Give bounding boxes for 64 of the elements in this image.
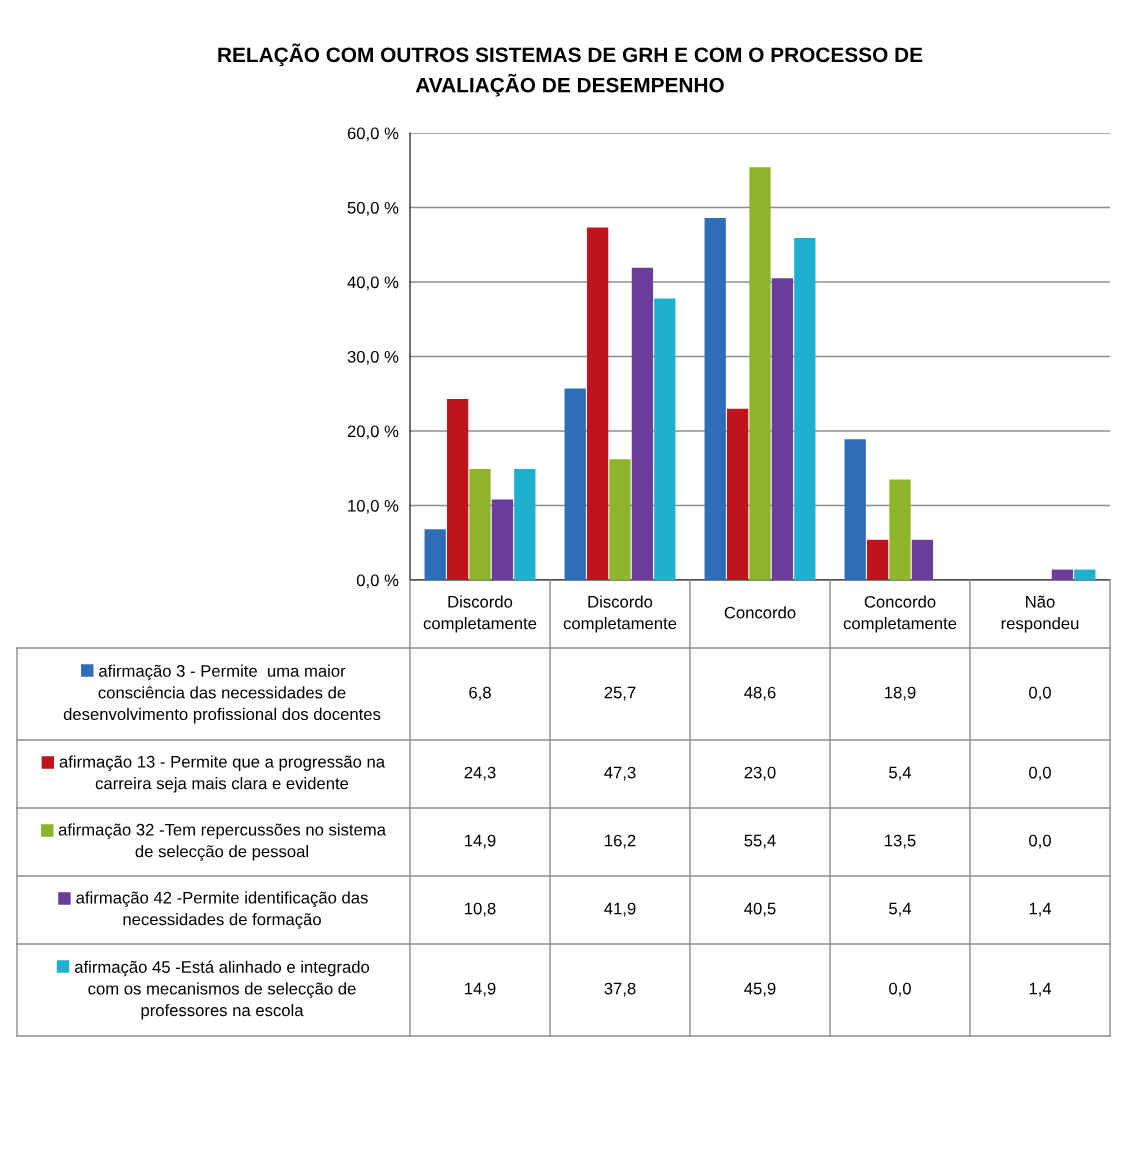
- y-tick-label: 30,0 %: [347, 350, 399, 365]
- legend-label: afirmação 42 -Permite identificação das necessidades de formação: [76, 891, 368, 929]
- data-label: 16,2: [605, 834, 636, 849]
- bar: [704, 217, 726, 580]
- y-tick-label: 60,0 %: [347, 127, 399, 142]
- data-label: 0,0: [1029, 766, 1051, 781]
- bar: [771, 278, 794, 580]
- data-label: 24,3: [464, 766, 496, 781]
- x-tick-label: Concordo completamente: [843, 595, 957, 633]
- bar: [446, 398, 469, 580]
- bar: [844, 439, 866, 580]
- data-label: 37,8: [604, 982, 636, 997]
- data-label: 0,0: [1029, 686, 1051, 701]
- data-label: 5,4: [889, 766, 912, 781]
- bar: [749, 167, 771, 580]
- data-label: 10,8: [465, 902, 496, 917]
- bar: [726, 408, 749, 580]
- bar: [866, 539, 889, 580]
- x-tick-label: Discordo completamente: [423, 595, 537, 633]
- data-label: 1,4: [1029, 902, 1052, 917]
- data-label: 13,5: [885, 834, 916, 849]
- data-label: 48,6: [744, 686, 776, 701]
- y-tick-label: 50,0 %: [347, 201, 399, 216]
- bar: [609, 459, 631, 580]
- data-label: 23,0: [744, 766, 776, 781]
- bar: [424, 529, 446, 580]
- data-label: 5,4: [889, 902, 912, 917]
- y-tick-label: 10,0 %: [348, 499, 399, 514]
- bar: [1074, 569, 1096, 580]
- y-tick-label: 20,0 %: [347, 425, 399, 440]
- bar: [911, 539, 934, 580]
- chart-title: RELAÇÃO COM OUTROS SISTEMAS DE GRH E COM O PROCESSO DE AVALIAÇÃO DE DESEMPENHO: [218, 43, 923, 97]
- bar: [514, 468, 536, 580]
- bar: [1051, 569, 1074, 580]
- bar: [469, 468, 491, 580]
- legend-label: afirmação 32 -Tem repercussões no sistema de selecção de pessoal: [58, 823, 386, 861]
- bar: [631, 267, 654, 580]
- bar: [889, 479, 911, 580]
- y-tick-label: 40,0 %: [347, 276, 399, 291]
- x-tick-label: Concordo: [724, 606, 796, 619]
- data-label: 45,9: [744, 982, 776, 997]
- bar: [654, 298, 676, 580]
- data-label: 0,0: [889, 982, 911, 997]
- legend-label: afirmação 45 -Está alinhado e integrado com os mecanismos de selecção de professores na escola: [74, 960, 370, 1020]
- data-label: 18,9: [885, 686, 916, 701]
- data-label: 55,4: [744, 834, 776, 849]
- legend-label: afirmação 13 - Permite que a progressão na carreira seja mais clara e evidente: [59, 755, 386, 793]
- bar: [586, 227, 609, 580]
- data-label: 14,9: [465, 982, 496, 997]
- data-label: 14,9: [465, 834, 496, 849]
- data-label: 40,5: [744, 902, 776, 917]
- x-tick-label: Discordo completamente: [563, 595, 677, 633]
- data-label: 1,4: [1029, 982, 1052, 997]
- data-label: 25,7: [604, 686, 636, 701]
- bar: [794, 238, 816, 580]
- data-label: 47,3: [604, 766, 636, 781]
- bar: [491, 499, 514, 580]
- data-label: 41,9: [604, 902, 636, 917]
- data-label: 0,0: [1029, 834, 1051, 849]
- y-tick-label: 0,0 %: [356, 574, 399, 589]
- data-label: 6,8: [469, 686, 491, 701]
- x-tick-label: Não respondeu: [1001, 595, 1079, 633]
- bar: [564, 388, 586, 580]
- legend-label: afirmação 3 - Permite uma maior consciência das necessidades de desenvolvimento profissional dos docentes: [63, 664, 381, 724]
